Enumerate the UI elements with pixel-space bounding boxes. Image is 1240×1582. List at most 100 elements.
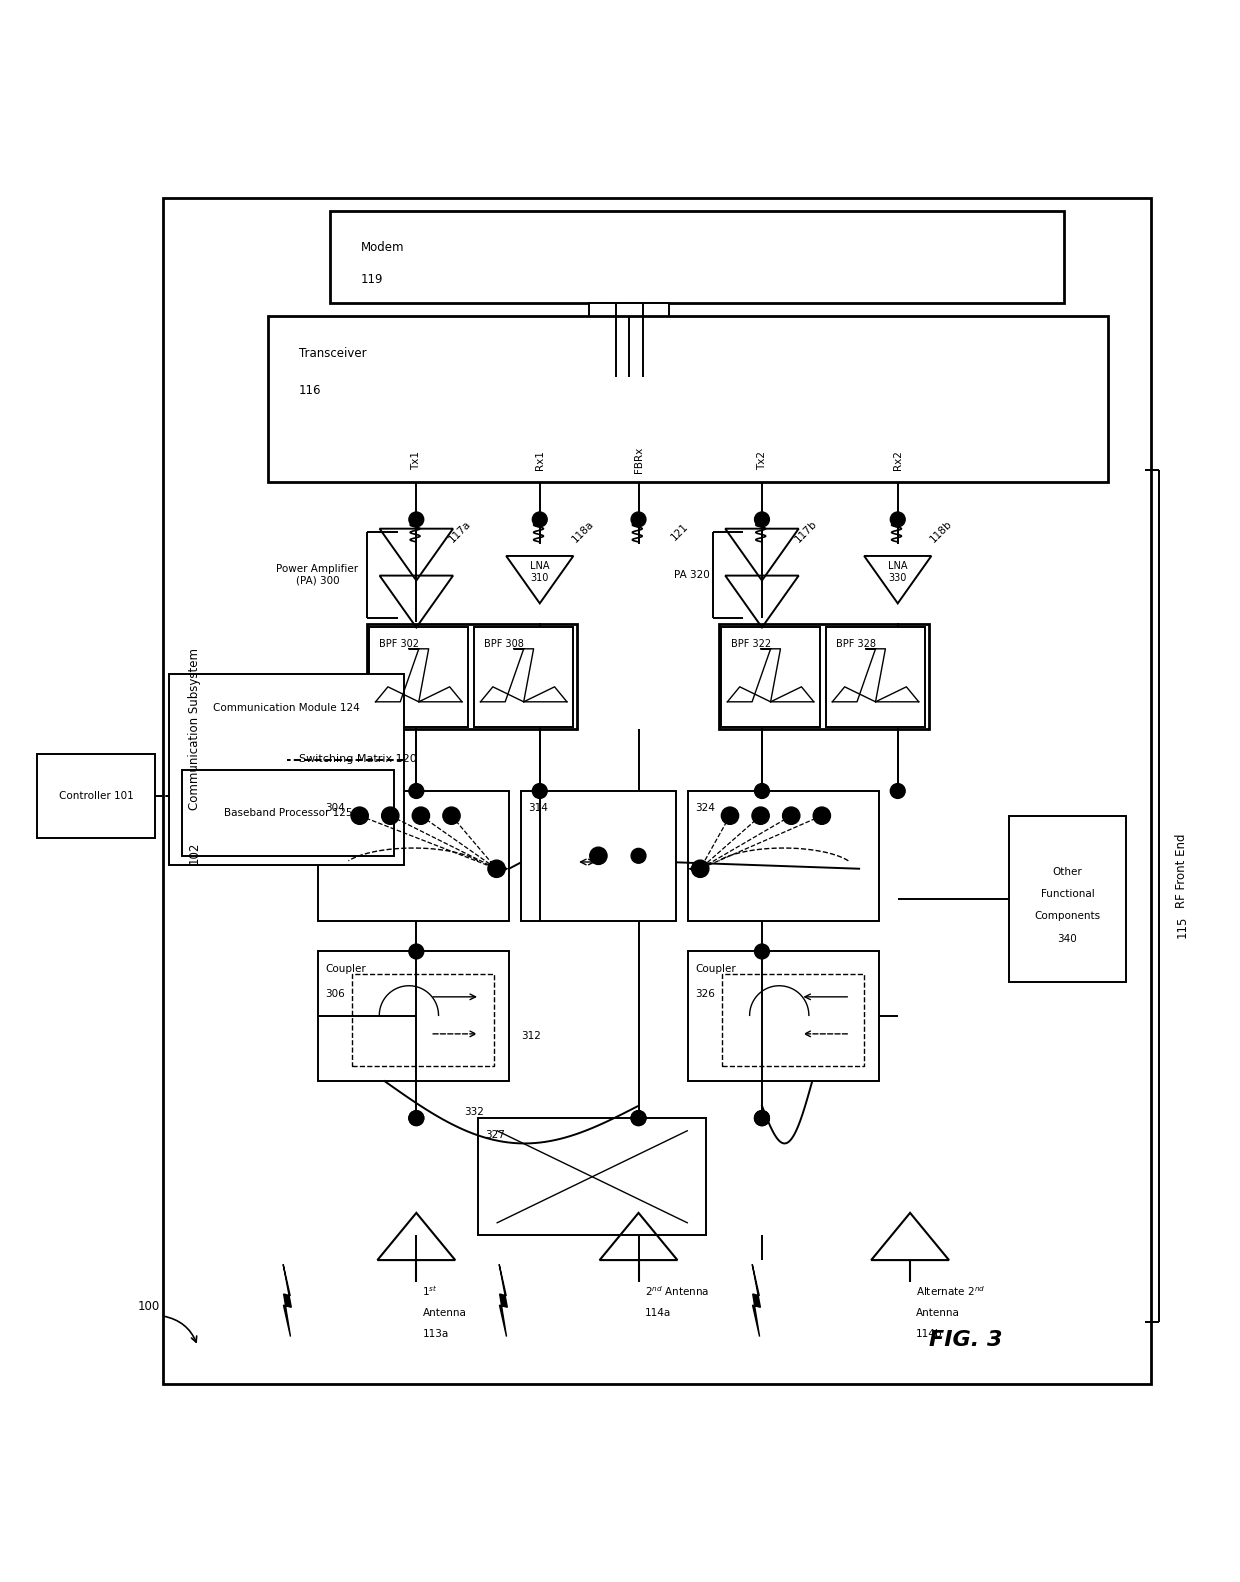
Text: 116: 116 [299,383,321,397]
Circle shape [755,513,769,527]
Text: BPF 322: BPF 322 [732,639,771,649]
Bar [317,791,508,921]
Bar [268,316,1107,483]
Circle shape [631,848,646,864]
Circle shape [631,513,646,527]
Text: 102: 102 [187,842,201,864]
Polygon shape [753,1264,760,1337]
Text: BPF 308: BPF 308 [484,639,525,649]
Text: Communication Module 124: Communication Module 124 [213,704,360,713]
Circle shape [409,513,424,527]
Bar [826,626,925,726]
Text: Antenna: Antenna [916,1308,960,1318]
Text: Tx2: Tx2 [756,451,768,470]
Bar [370,626,469,726]
Text: RF Front End: RF Front End [1176,834,1188,908]
Text: Rx1: Rx1 [534,451,544,470]
Bar [182,770,394,856]
Circle shape [487,861,505,878]
Bar [352,973,494,1066]
Text: 115: 115 [1176,916,1188,938]
Text: LNA
330: LNA 330 [888,562,908,582]
Circle shape [443,807,460,824]
Bar [1009,816,1126,982]
Bar [723,973,864,1066]
Text: Modem: Modem [361,240,404,253]
Circle shape [890,783,905,799]
Text: 2$^{nd}$ Antenna: 2$^{nd}$ Antenna [645,1285,709,1297]
Text: Baseband Processor 125: Baseband Processor 125 [223,808,352,818]
Bar [164,198,1151,1384]
Text: Antenna: Antenna [423,1308,466,1318]
Circle shape [755,1111,769,1125]
Text: Coupler: Coupler [325,963,366,975]
Text: 314: 314 [528,804,548,813]
Circle shape [631,1111,646,1125]
Text: 324: 324 [696,804,715,813]
Text: BPF 302: BPF 302 [379,639,419,649]
Text: Rx2: Rx2 [893,451,903,470]
Text: 121: 121 [670,520,691,543]
Circle shape [532,513,547,527]
Circle shape [409,1111,424,1125]
Circle shape [782,807,800,824]
Text: 119: 119 [361,272,383,286]
Text: 326: 326 [696,989,715,998]
Polygon shape [283,1264,291,1337]
Circle shape [409,944,424,959]
Text: Communication Subsystem: Communication Subsystem [187,649,201,810]
Bar [589,304,670,378]
Text: Other: Other [1053,867,1083,876]
Text: Components: Components [1034,911,1101,921]
Bar [317,951,508,1081]
Circle shape [409,1111,424,1125]
Bar [330,210,1064,304]
Text: PA 320: PA 320 [673,570,709,581]
Circle shape [755,783,769,799]
FancyBboxPatch shape [272,721,1006,1305]
Text: 114a: 114a [645,1308,671,1318]
Text: Power Amplifier
(PA) 300: Power Amplifier (PA) 300 [277,565,358,585]
Text: 327: 327 [485,1131,506,1141]
Text: 118b: 118b [929,519,955,544]
Bar [688,791,879,921]
Circle shape [755,1111,769,1125]
Bar [367,625,577,729]
Text: Transceiver: Transceiver [299,346,367,359]
Text: FBRx: FBRx [634,448,644,473]
Circle shape [751,807,769,824]
Circle shape [755,1111,769,1125]
Circle shape [409,783,424,799]
Bar [688,951,879,1081]
Circle shape [351,807,368,824]
Text: 332: 332 [465,1107,485,1117]
Circle shape [813,807,831,824]
Text: 312: 312 [521,1031,541,1041]
Text: Controller 101: Controller 101 [58,791,134,800]
Circle shape [722,807,739,824]
Text: BPF 328: BPF 328 [836,639,875,649]
Text: 117a: 117a [448,519,472,544]
Circle shape [692,861,709,878]
Circle shape [412,807,429,824]
Text: 1$^{st}$: 1$^{st}$ [423,1285,438,1297]
Text: Functional: Functional [1040,889,1095,899]
Text: Coupler: Coupler [696,963,737,975]
Text: 118a: 118a [570,519,596,544]
Text: Tx1: Tx1 [412,451,422,470]
Bar [479,1118,707,1236]
Bar [521,791,676,921]
Text: 306: 306 [325,989,345,998]
Bar [719,625,929,729]
Circle shape [590,848,608,864]
Text: 113a: 113a [423,1329,449,1338]
Bar [475,626,573,726]
Text: 304: 304 [325,804,345,813]
Text: LNA
310: LNA 310 [529,562,549,582]
Text: 114b: 114b [916,1329,942,1338]
Circle shape [532,783,547,799]
Text: 117b: 117b [792,519,818,544]
Text: Alternate 2$^{nd}$: Alternate 2$^{nd}$ [916,1285,986,1297]
Bar [722,626,820,726]
Circle shape [631,1111,646,1125]
